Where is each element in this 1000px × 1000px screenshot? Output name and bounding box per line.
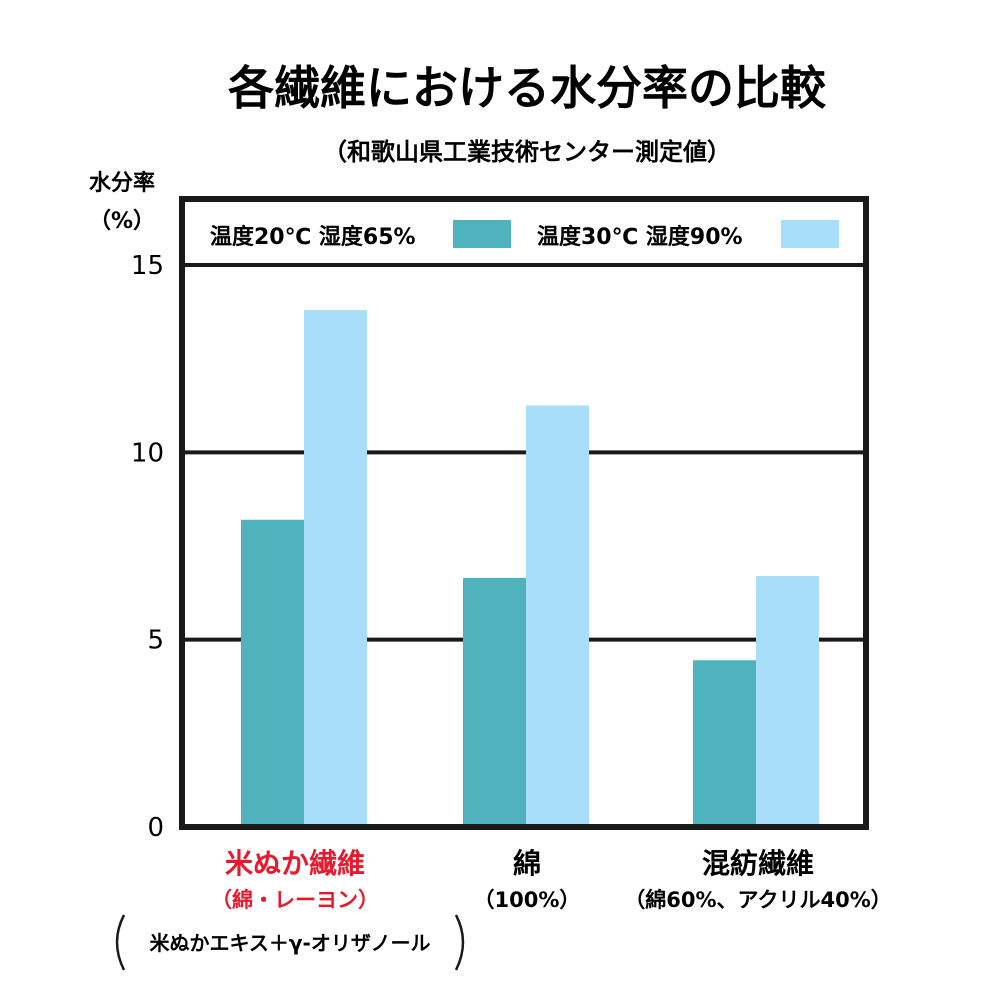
y-tick-label: 0 [147,813,164,843]
category-label: 混紡繊維 [702,847,814,880]
category-labels: 米ぬか繊維 （綿・レーヨン） 綿 （100%） 混紡繊維 （綿60%、アクリル4… [115,847,892,971]
plot-frame [179,196,869,830]
y-tick-label: 5 [147,626,164,656]
category-note: 米ぬかエキス＋γ-オリザノール [150,931,431,955]
bar-series-1-cat-3 [693,660,756,827]
bar-series-2-cat-1 [304,309,367,828]
y-tick-label: 10 [131,438,164,468]
category-label: 米ぬか繊維 [225,847,365,880]
legend-label-series-2: 温度30℃ 湿度90% [537,224,743,250]
chart-title: 各繊維における水分率の比較 [228,61,827,115]
bar-series-2-cat-2 [526,405,589,827]
category-label: 綿 [513,847,541,880]
category-sublabel: （100%） [474,888,581,912]
legend: 温度20℃ 湿度65% 温度30℃ 湿度90% [210,220,839,250]
bar-series-2-cat-3 [756,575,819,827]
note-left-paren [115,914,126,971]
category-sublabel: （綿・レーヨン） [211,888,379,912]
y-tick-label: 15 [131,251,164,281]
y-axis-label: 水分率 [89,170,155,196]
bar-series-1-cat-2 [463,577,526,827]
note-right-paren [454,914,465,971]
tick-layer: 15 10 5 0 [131,251,164,843]
chart-subtitle: （和歌山県工業技術センター測定値） [323,138,731,166]
bar-series-1-cat-1 [241,519,304,827]
legend-swatch-series-2 [781,220,839,248]
y-axis-unit: （%） [89,209,155,234]
legend-swatch-series-1 [453,220,511,248]
bar-layer [241,309,819,828]
legend-label-series-1: 温度20℃ 湿度65% [210,224,416,250]
category-sublabel: （綿60%、アクリル40%） [624,888,891,912]
